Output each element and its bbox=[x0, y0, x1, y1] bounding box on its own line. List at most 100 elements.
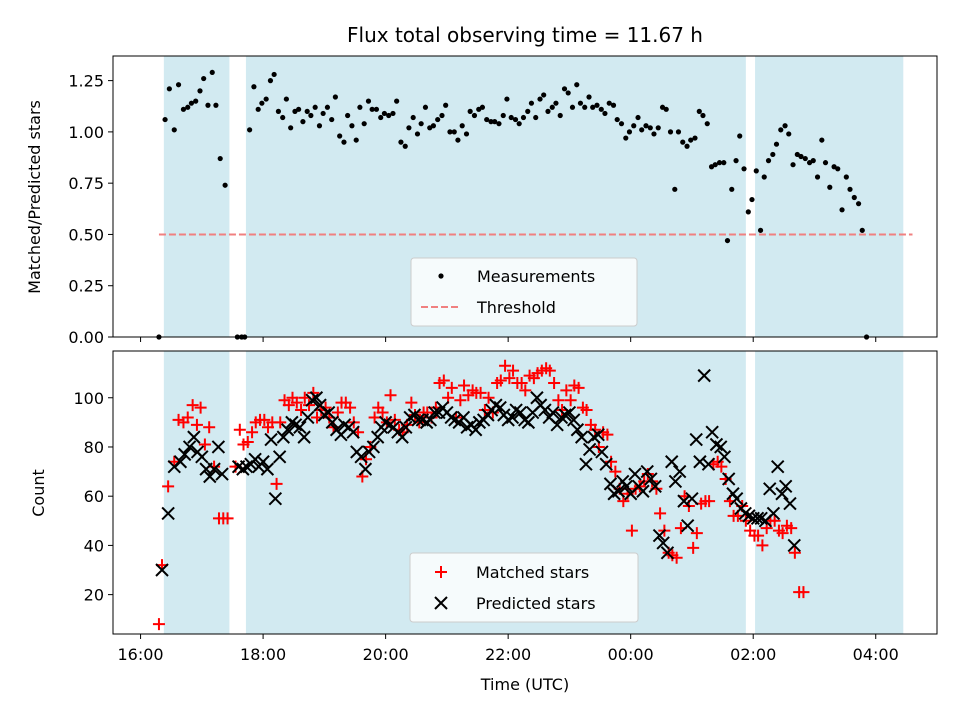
measurement-point bbox=[602, 110, 608, 117]
measurement-point bbox=[188, 100, 195, 106]
measurement-point bbox=[520, 114, 527, 121]
measurement-point bbox=[675, 129, 682, 135]
predicted-star-point bbox=[354, 450, 368, 464]
matched-star-point bbox=[274, 416, 287, 429]
measurement-point bbox=[222, 182, 228, 188]
matched-star-point bbox=[208, 460, 221, 473]
predicted-star-point bbox=[211, 440, 226, 454]
predicted-star-point bbox=[570, 423, 585, 437]
bottom-y-tick-label: 60 bbox=[84, 487, 104, 506]
matched-star-point bbox=[580, 404, 593, 417]
matched-star-point bbox=[384, 389, 397, 402]
x-axis-label: Time (UTC) bbox=[480, 675, 569, 694]
matched-star-point bbox=[198, 438, 211, 451]
measurement-point bbox=[565, 90, 571, 96]
measurement-point bbox=[753, 168, 759, 174]
predicted-star-point bbox=[566, 413, 581, 427]
matched-star-point bbox=[368, 411, 381, 424]
bottom-x-axis: 16:00 18:00 20:00 22:00 00:00 02:00 04:00 bbox=[118, 634, 899, 664]
measurement-point bbox=[422, 104, 429, 110]
measurement-point bbox=[688, 137, 694, 143]
matched-star-point bbox=[797, 586, 810, 599]
measurement-point bbox=[712, 162, 718, 168]
matched-star-point bbox=[560, 384, 573, 397]
measurement-point bbox=[631, 123, 637, 129]
bottom-x-tick-label: 00:00 bbox=[608, 645, 654, 664]
measurement-point bbox=[320, 110, 326, 117]
measurement-point bbox=[288, 125, 294, 131]
measurement-point bbox=[512, 116, 519, 123]
measurement-point bbox=[569, 104, 576, 110]
measurement-point bbox=[590, 104, 596, 110]
predicted-star-point bbox=[750, 511, 765, 526]
observing-window-band bbox=[755, 351, 904, 634]
matched-star-point bbox=[152, 618, 165, 631]
matched-star-point bbox=[625, 524, 638, 537]
legend-predicted-label: Predicted stars bbox=[476, 594, 596, 613]
predicted-star-point bbox=[370, 430, 385, 444]
predicted-star-point bbox=[550, 418, 564, 432]
measurement-point bbox=[582, 104, 588, 110]
measurement-point bbox=[209, 69, 215, 76]
measurement-point bbox=[504, 96, 510, 102]
top-y-tick-label: 0.25 bbox=[68, 277, 104, 296]
measurement-point bbox=[614, 116, 620, 123]
matched-star-point bbox=[203, 421, 216, 434]
measurement-point bbox=[525, 108, 531, 114]
measurement-point bbox=[332, 94, 338, 100]
matched-star-point bbox=[482, 391, 495, 404]
bottom-axes-frame bbox=[112, 350, 938, 635]
predicted-star-point bbox=[366, 440, 381, 454]
measurement-point bbox=[851, 194, 857, 201]
matched-star-point bbox=[515, 376, 528, 389]
measurement-point bbox=[696, 108, 702, 114]
measurement-point bbox=[378, 114, 384, 121]
predicted-star-point bbox=[399, 420, 413, 434]
predicted-star-point bbox=[538, 403, 552, 417]
predicted-star-point bbox=[668, 474, 683, 489]
measurement-point bbox=[280, 114, 286, 121]
matched-star-point bbox=[548, 376, 561, 389]
matched-star-point bbox=[703, 495, 716, 508]
matched-star-point bbox=[162, 480, 175, 493]
measurement-point bbox=[577, 100, 584, 106]
measurement-point bbox=[373, 106, 380, 112]
matched-star-point bbox=[194, 401, 207, 414]
measurement-point bbox=[467, 108, 473, 114]
measurement-point bbox=[843, 174, 849, 180]
measurement-point bbox=[835, 166, 841, 172]
measurement-point bbox=[618, 121, 625, 127]
measurement-point bbox=[337, 133, 343, 139]
bottom-legend: Matched stars Predicted stars bbox=[409, 552, 639, 623]
predicted-star-point bbox=[783, 496, 797, 511]
matched-star-point bbox=[474, 386, 487, 399]
measurement-point bbox=[733, 158, 739, 164]
predicted-star-point bbox=[264, 432, 278, 447]
measurement-point bbox=[745, 209, 751, 215]
predicted-star-point bbox=[721, 472, 736, 486]
predicted-star-point bbox=[505, 410, 520, 425]
top-legend: Measurements Threshold bbox=[410, 257, 638, 327]
measurement-point bbox=[594, 102, 600, 108]
predicted-star-point bbox=[574, 430, 589, 444]
matched-star-point bbox=[776, 527, 789, 540]
measurement-point bbox=[308, 112, 314, 119]
measurement-point bbox=[516, 121, 522, 127]
matched-star-point bbox=[752, 529, 765, 542]
measurement-point bbox=[217, 155, 223, 162]
matched-star-point bbox=[572, 381, 585, 394]
matched-star-point bbox=[181, 411, 194, 424]
measurement-point bbox=[329, 116, 335, 123]
top-axes-frame bbox=[112, 55, 938, 338]
predicted-star-point bbox=[640, 464, 654, 479]
matched-star-point bbox=[785, 522, 798, 535]
measurement-point bbox=[549, 104, 555, 110]
measurement-point bbox=[267, 78, 274, 84]
predicted-star-point bbox=[195, 450, 209, 464]
matched-star-point bbox=[715, 460, 728, 473]
top-y-axis: 0.00 0.25 0.50 0.75 1.00 1.25 bbox=[68, 72, 113, 347]
measurement-point bbox=[402, 143, 408, 149]
bottom-x-tick-label: 02:00 bbox=[730, 645, 776, 664]
predicted-star-point bbox=[297, 430, 311, 444]
matched-star-point bbox=[605, 455, 618, 468]
